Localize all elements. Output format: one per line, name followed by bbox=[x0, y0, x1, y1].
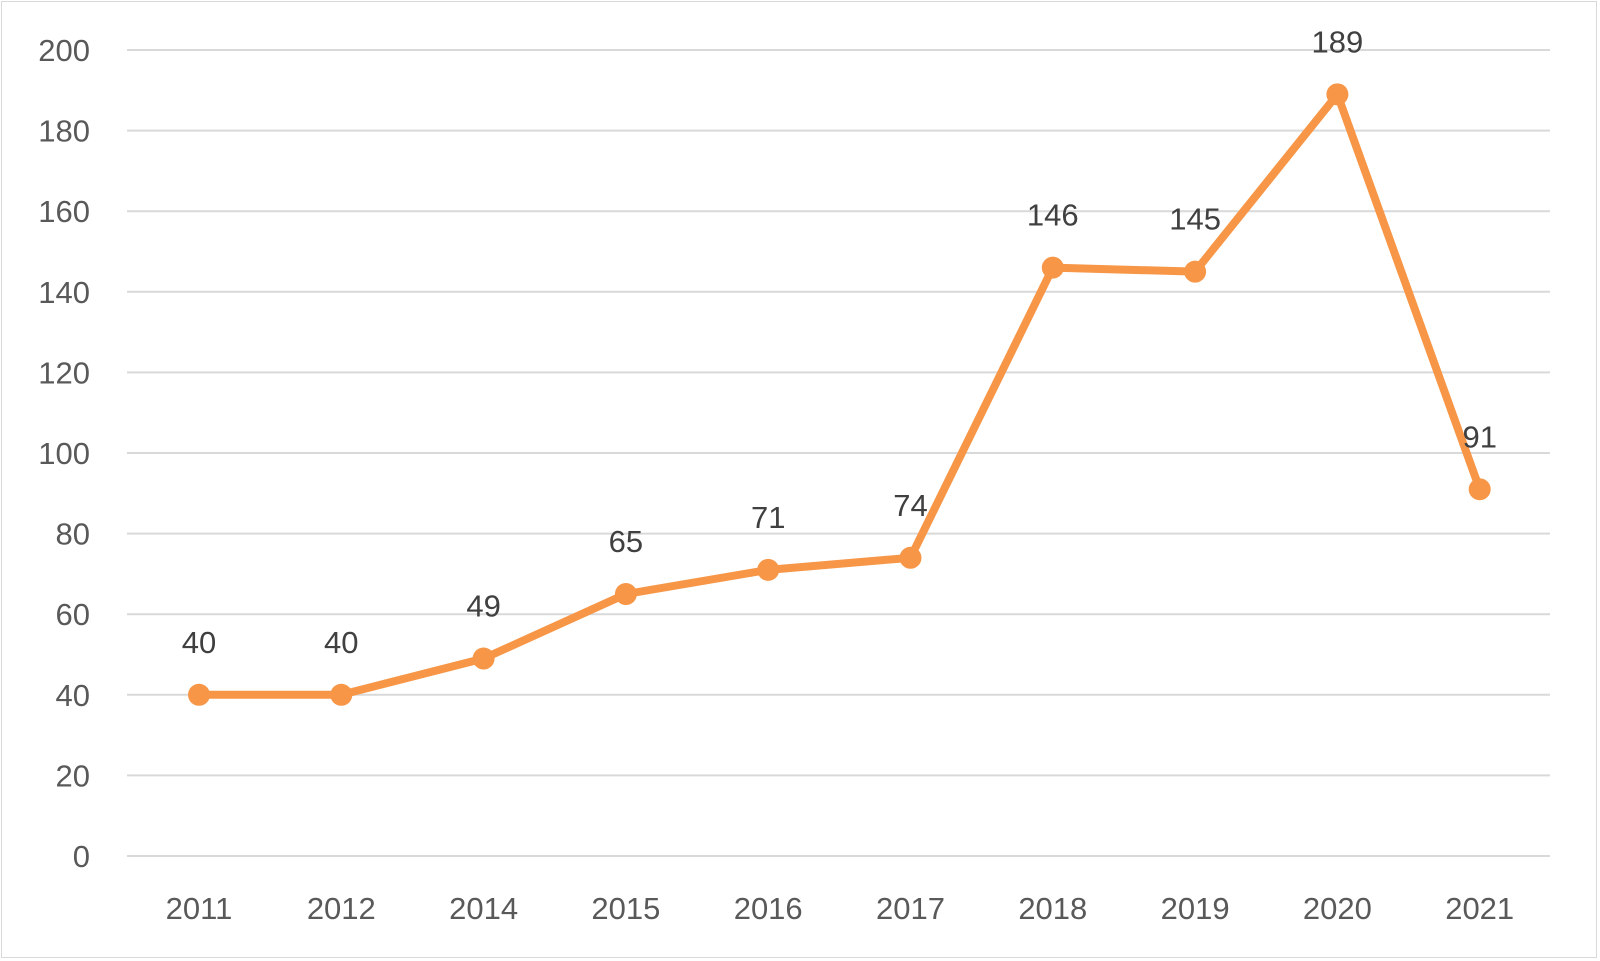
series bbox=[188, 83, 1491, 706]
data-point bbox=[1041, 256, 1064, 279]
data-label: 146 bbox=[1027, 198, 1079, 233]
y-axis-ticks: 0 20 40 60 80 100 120 140 160 180 200 bbox=[38, 33, 90, 874]
y-tick-label: 0 bbox=[73, 839, 90, 874]
x-tick-label: 2019 bbox=[1161, 891, 1230, 926]
x-tick-label: 2016 bbox=[734, 891, 803, 926]
x-tick-label: 2018 bbox=[1018, 891, 1087, 926]
y-tick-label: 180 bbox=[38, 114, 90, 149]
data-point bbox=[1468, 478, 1491, 501]
x-tick-label: 2014 bbox=[449, 891, 518, 926]
x-tick-label: 2015 bbox=[591, 891, 660, 926]
data-point bbox=[614, 583, 637, 606]
data-label: 40 bbox=[324, 625, 358, 660]
y-tick-label: 20 bbox=[56, 758, 90, 793]
data-point bbox=[1326, 83, 1349, 106]
data-point bbox=[330, 683, 353, 706]
x-tick-label: 2011 bbox=[166, 891, 233, 926]
y-tick-label: 140 bbox=[38, 275, 90, 310]
y-tick-label: 40 bbox=[56, 678, 90, 713]
x-tick-label: 2012 bbox=[307, 891, 376, 926]
y-tick-label: 100 bbox=[38, 436, 90, 471]
y-tick-label: 160 bbox=[38, 194, 90, 229]
data-label: 74 bbox=[893, 488, 927, 523]
data-point bbox=[1184, 260, 1207, 283]
data-label: 65 bbox=[609, 524, 643, 559]
y-tick-label: 80 bbox=[56, 517, 90, 552]
y-tick-label: 120 bbox=[38, 355, 90, 390]
data-label: 49 bbox=[466, 589, 500, 624]
data-label: 189 bbox=[1312, 24, 1364, 59]
y-tick-label: 200 bbox=[38, 33, 90, 68]
x-tick-label: 2017 bbox=[876, 891, 945, 926]
x-axis-ticks: 2011 2012 2014 2015 2016 2017 2018 2019 2020 2021 bbox=[166, 891, 1515, 926]
data-label: 71 bbox=[751, 500, 785, 535]
y-tick-label: 60 bbox=[56, 597, 90, 632]
data-label: 145 bbox=[1169, 202, 1221, 237]
data-point bbox=[757, 558, 780, 581]
series-line bbox=[195, 90, 1484, 699]
x-tick-label: 2020 bbox=[1303, 891, 1372, 926]
gridlines bbox=[127, 49, 1550, 857]
x-tick-label: 2021 bbox=[1445, 891, 1514, 926]
data-label: 40 bbox=[182, 625, 216, 660]
data-point bbox=[899, 546, 922, 569]
data-point bbox=[472, 647, 495, 670]
data-label: 91 bbox=[1462, 419, 1496, 454]
data-point bbox=[188, 683, 210, 706]
data-labels: 40 40 49 65 71 74 146 145 189 91 bbox=[182, 24, 1497, 659]
